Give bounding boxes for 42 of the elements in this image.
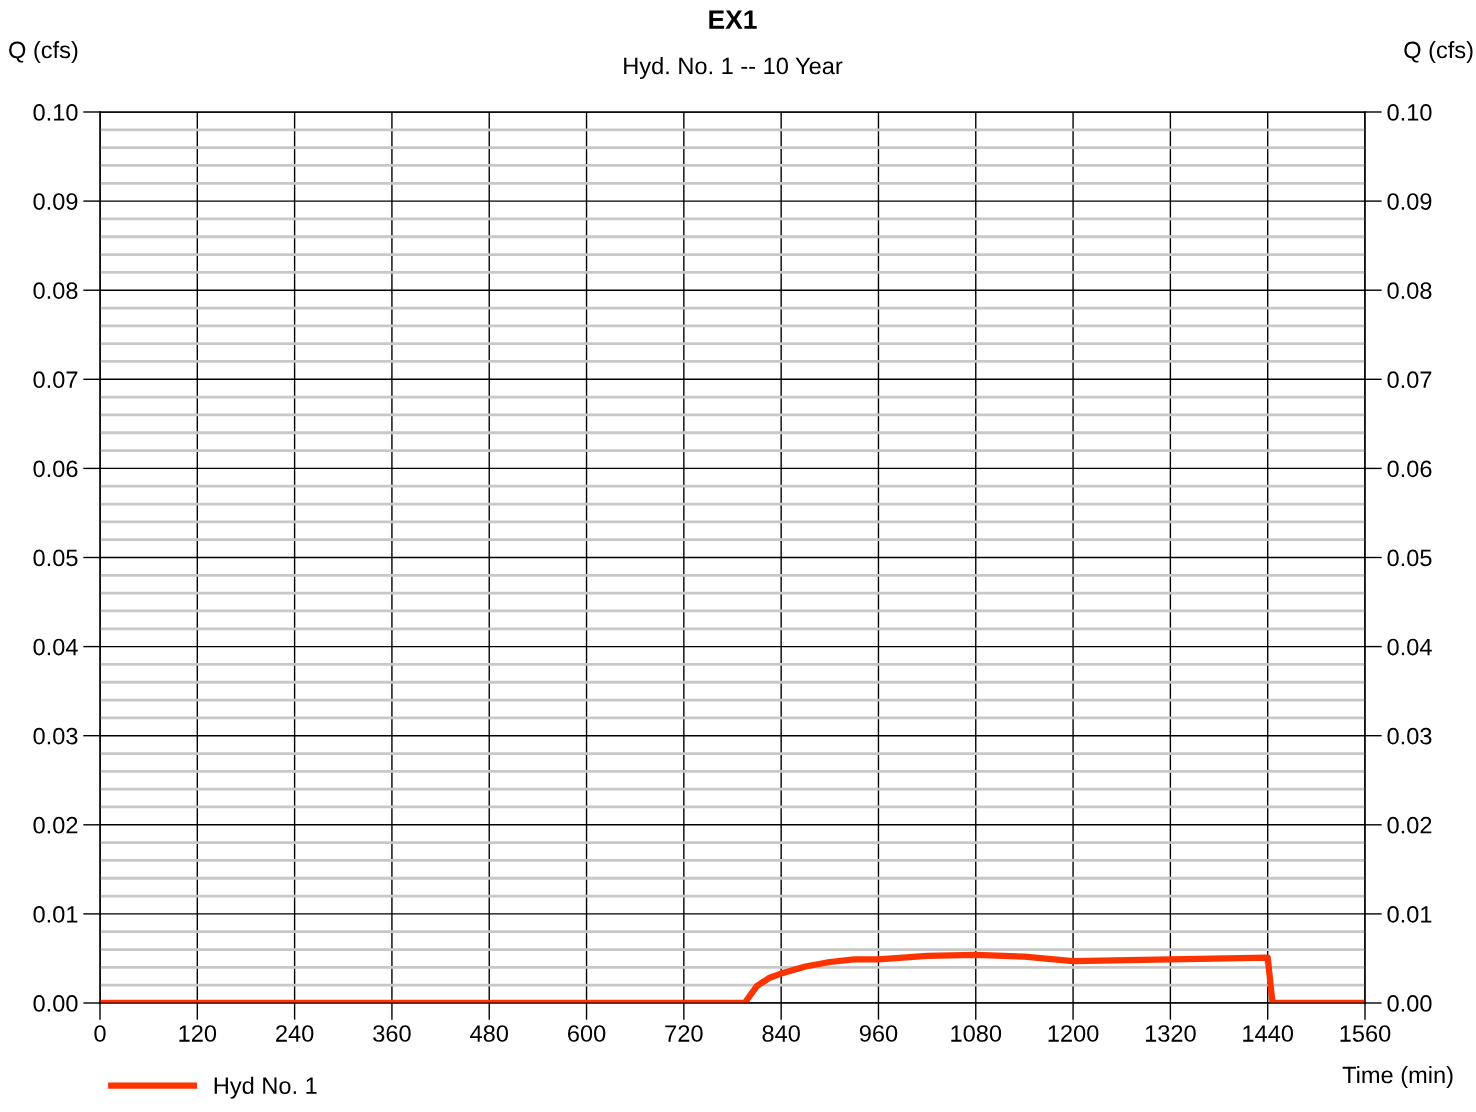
y-tick-label: 0.03 (33, 727, 78, 745)
x-axis-title: Time (min) (1342, 1065, 1453, 1088)
y-tick-label: 0.08 (33, 282, 78, 299)
y2-tick-label: 0.07 (1387, 371, 1432, 389)
y2-tick-label: 0.00 (1387, 995, 1432, 1012)
x-tick-label: 120 (179, 1025, 217, 1042)
y-tick-label: 0.07 (33, 371, 78, 389)
x-tick-label: 240 (276, 1025, 314, 1042)
y-tick-label: 0.01 (33, 905, 78, 923)
x-tick-label: 600 (568, 1025, 606, 1042)
y2-tick-label: 0.09 (1387, 193, 1432, 210)
x-tick-label: 360 (373, 1025, 411, 1042)
y2-tick-label: 0.06 (1387, 460, 1432, 478)
y2-tick-label: 0.05 (1387, 549, 1432, 567)
x-tick-label: 480 (470, 1025, 509, 1042)
chart-title: EX1 (709, 10, 757, 29)
x-tick-label: 720 (665, 1025, 703, 1042)
y-tick-label: 0.09 (33, 193, 78, 210)
y-tick-label: 0.00 (33, 995, 78, 1012)
legend-label: Hyd No. 1 (214, 1076, 317, 1099)
x-tick-label: 0 (94, 1025, 106, 1042)
x-tick-label: 1320 (1145, 1025, 1196, 1042)
y2-tick-label: 0.01 (1387, 905, 1432, 923)
y-tick-label: 0.05 (33, 549, 78, 567)
x-tick-label: 840 (762, 1025, 800, 1042)
y-tick-label: 0.04 (33, 638, 78, 656)
x-tick-label: 1440 (1243, 1025, 1294, 1042)
y-tick-label: 0.06 (33, 460, 78, 478)
y2-tick-label: 0.03 (1387, 727, 1432, 745)
x-tick-label: 1080 (951, 1025, 1002, 1042)
y-tick-label: 0.10 (33, 104, 78, 121)
y2-tick-label: 0.10 (1387, 104, 1432, 121)
y-tick-label: 0.02 (33, 816, 78, 834)
x-tick-label: 1560 (1340, 1025, 1391, 1042)
x-tick-label: 960 (859, 1025, 898, 1042)
y2-axis-title: Q (cfs) (1404, 41, 1473, 63)
y2-tick-label: 0.02 (1387, 816, 1432, 834)
x-tick-label: 1200 (1048, 1025, 1099, 1042)
y2-tick-label: 0.08 (1387, 282, 1432, 299)
y2-tick-label: 0.04 (1387, 638, 1432, 656)
y-axis-title: Q (cfs) (9, 41, 78, 63)
chart-subtitle: Hyd. No. 1 -- 10 Year (624, 57, 843, 79)
